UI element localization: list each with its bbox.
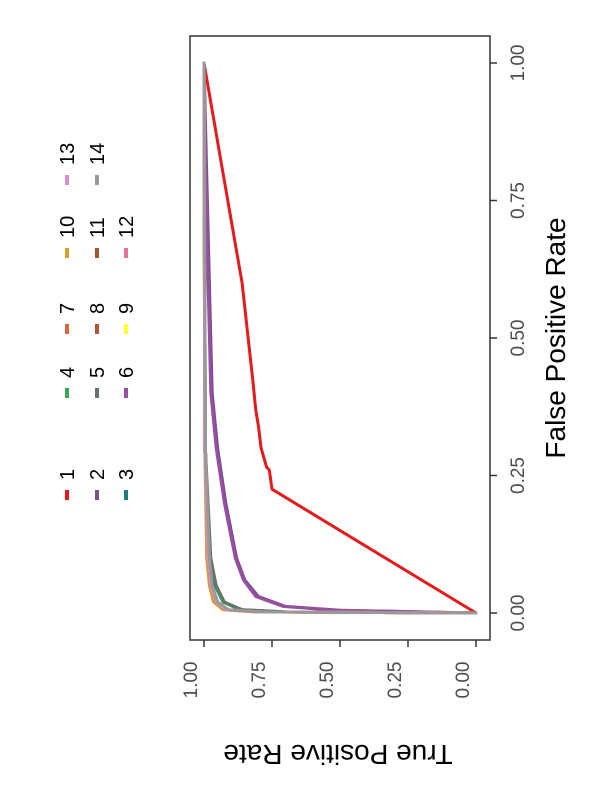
- y-tick-label: 0.75: [249, 662, 270, 699]
- legend-label-6: 6: [116, 367, 138, 378]
- x-axis-title: False Positive Rate: [540, 217, 571, 458]
- x-tick-label: 0.00: [508, 595, 529, 632]
- series-line-6: [202, 61, 478, 615]
- legend-label-3: 3: [116, 469, 138, 480]
- legend-label-9: 9: [116, 303, 138, 314]
- legend-label-11: 11: [87, 217, 109, 238]
- legend-label-10: 10: [57, 216, 79, 238]
- plot-area: [189, 35, 491, 641]
- x-tick-label: 0.25: [508, 457, 529, 494]
- legend-label-14: 14: [87, 143, 109, 165]
- legend-label-7: 7: [57, 303, 79, 314]
- x-tick-label: 0.75: [508, 182, 529, 219]
- y-tick-label: 0.00: [453, 662, 474, 699]
- legend-label-12: 12: [116, 216, 138, 238]
- x-tick-label: 0.50: [508, 320, 529, 357]
- series-line-14: [202, 61, 478, 615]
- series-line-1: [202, 61, 478, 615]
- legend-label-5: 5: [87, 367, 109, 378]
- y-axis: 0.00 0.25 0.50 0.75 1.00: [181, 640, 477, 699]
- y-axis-title: True Positive Rate: [223, 739, 452, 770]
- series-layer: [202, 61, 478, 615]
- legend-label-13: 13: [57, 143, 79, 165]
- legend-label-8: 8: [87, 303, 109, 314]
- legend-label-4: 4: [57, 367, 79, 378]
- y-tick-label: 1.00: [181, 662, 202, 699]
- x-tick-label: 1.00: [508, 45, 529, 82]
- legend-label-1: 1: [57, 469, 79, 480]
- y-tick-label: 0.50: [317, 662, 338, 699]
- legend-label-2: 2: [87, 469, 109, 480]
- x-axis: 0.00 0.25 0.50 0.75 1.00: [490, 45, 529, 632]
- y-tick-label: 0.25: [385, 662, 406, 699]
